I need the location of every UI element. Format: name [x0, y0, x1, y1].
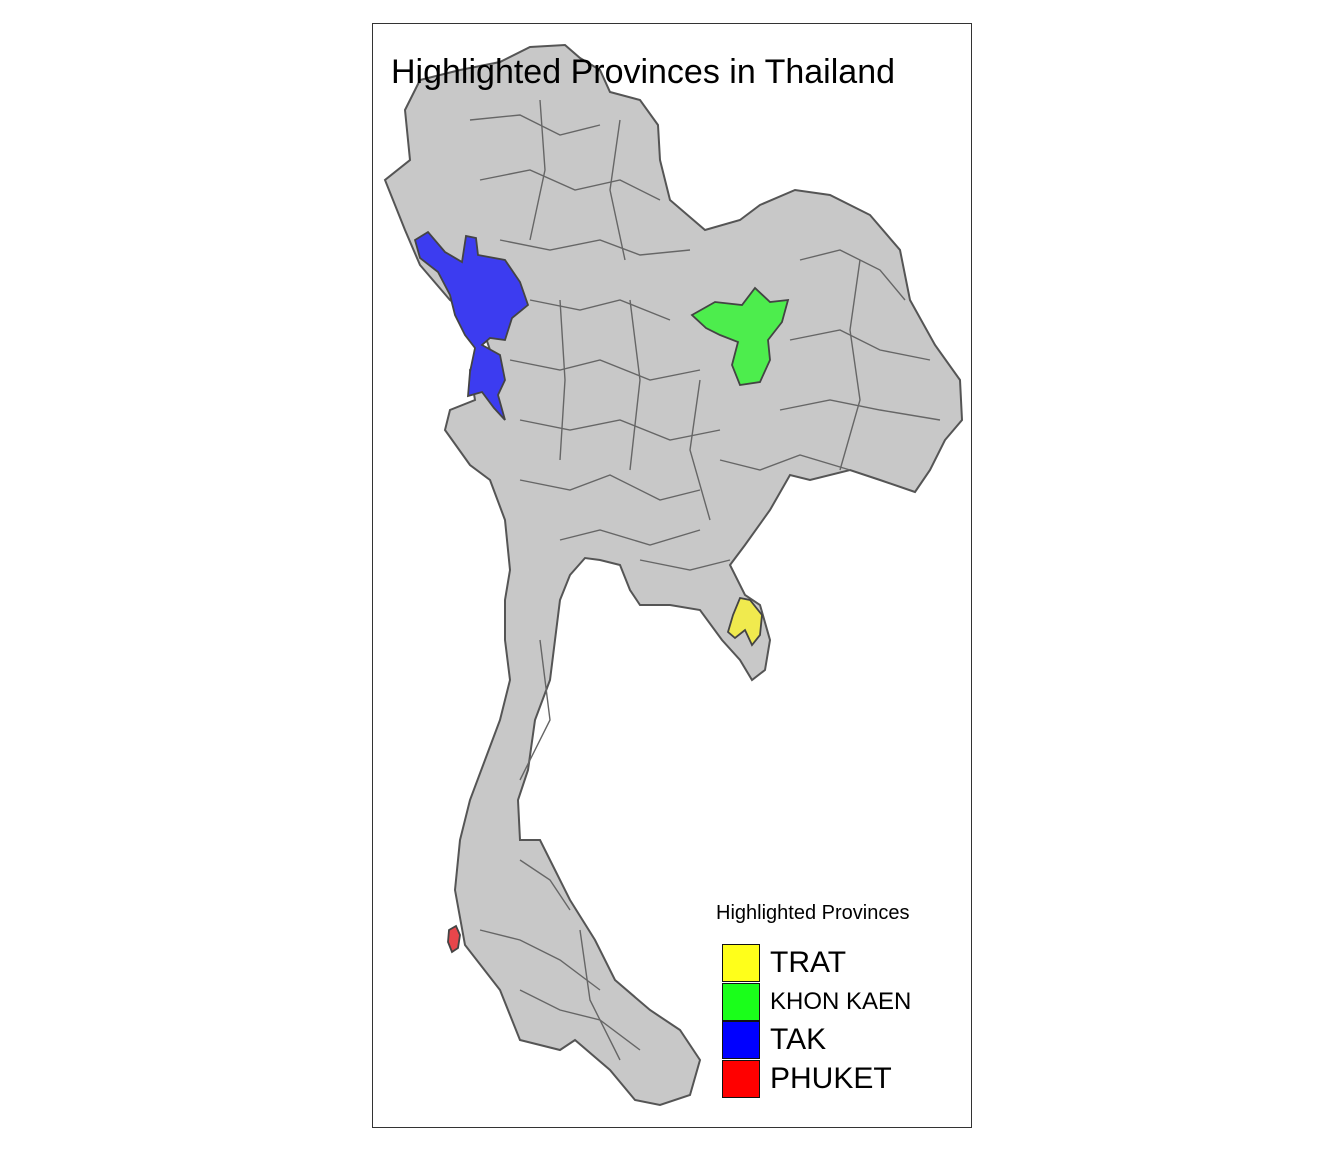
legend-label: PHUKET	[770, 1061, 892, 1095]
legend-swatch	[722, 1059, 760, 1098]
legend-item-trat: TRAT	[716, 944, 956, 983]
legend-label: TAK	[770, 1023, 827, 1057]
legend-item-tak: TAK	[716, 1021, 956, 1060]
province-phuket[interactable]	[447, 924, 461, 954]
legend-swatch	[722, 944, 760, 983]
province-borders	[469, 99, 941, 1061]
legend-label: KHON KAEN	[770, 987, 912, 1015]
legend-swatch	[722, 982, 760, 1021]
province-tak[interactable]	[413, 230, 530, 421]
legend-title: Highlighted Provinces	[716, 902, 910, 924]
legend-label: TRAT	[770, 946, 847, 980]
thailand-outline[interactable]	[383, 43, 964, 1107]
legend: Highlighted Provinces TRAT KHON KAEN TAK…	[716, 900, 956, 1098]
legend-item-khon-kaen: KHON KAEN	[716, 982, 956, 1022]
legend-swatch	[722, 1021, 760, 1060]
province-trat[interactable]	[726, 596, 763, 647]
map-title: Highlighted Provinces in Thailand	[391, 53, 896, 91]
legend-item-phuket: PHUKET	[716, 1059, 956, 1099]
province-khon-kaen[interactable]	[690, 286, 790, 386]
